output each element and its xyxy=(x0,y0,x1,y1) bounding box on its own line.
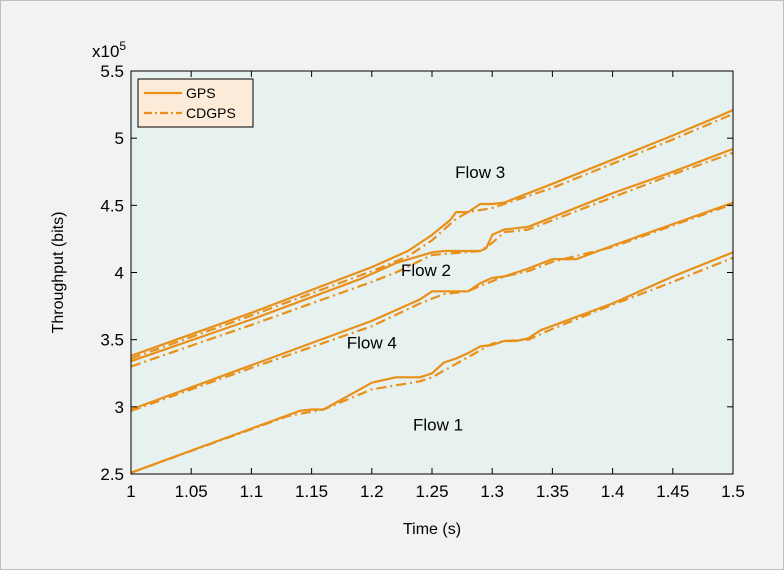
y-multiplier-exponent: 5 xyxy=(119,39,126,53)
x-axis-title: Time (s) xyxy=(403,521,461,538)
legend-label-cdgps: CDGPS xyxy=(186,105,236,121)
x-tick-label: 1 xyxy=(126,482,135,501)
legend-label-gps: GPS xyxy=(186,85,216,101)
series-line-flow-1-gps xyxy=(130,251,734,474)
series-line-flow-2-gps xyxy=(130,147,734,363)
x-tick-label: 1.2 xyxy=(360,482,384,501)
series-lines xyxy=(130,108,734,474)
x-tick-label: 1.3 xyxy=(480,482,504,501)
series-line-flow-2-cdgps xyxy=(130,151,734,368)
y-tick-label: 2.5 xyxy=(100,465,124,484)
x-tick-label: 1.05 xyxy=(175,482,208,501)
y-multiplier-label: x105 xyxy=(92,39,126,61)
y-tick-label: 3 xyxy=(115,398,124,417)
x-axis-ticks: 1 1.05 1.1 1.15 1.2 1.25 1.3 1.35 1.4 1.45 1.5 xyxy=(126,71,745,501)
legend-box xyxy=(137,78,254,128)
flow-label: Flow 3 xyxy=(455,163,505,182)
flow-label: Flow 2 xyxy=(401,261,451,280)
y-tick-label: 4.5 xyxy=(100,196,124,215)
y-axis-title: Throughput (bits) xyxy=(50,212,67,334)
y-multiplier-base: x10 xyxy=(92,42,119,61)
y-tick-label: 5 xyxy=(115,129,124,148)
legend: GPS CDGPS xyxy=(137,78,254,128)
x-tick-label: 1.25 xyxy=(415,482,448,501)
plot-area xyxy=(131,71,733,474)
series-line-flow-4-cdgps xyxy=(130,202,734,412)
flow-label: Flow 4 xyxy=(347,333,397,352)
x-tick-label: 1.15 xyxy=(295,482,328,501)
series-line-flow-1-cdgps xyxy=(130,256,734,474)
series-line-flow-4-gps xyxy=(130,201,734,411)
y-tick-label: 5.5 xyxy=(100,62,124,81)
series-line-flow-3-cdgps xyxy=(130,112,734,360)
x-tick-label: 1.4 xyxy=(601,482,625,501)
series-line-flow-3-gps xyxy=(130,108,734,357)
x-tick-label: 1.35 xyxy=(536,482,569,501)
flow-label: Flow 1 xyxy=(413,415,463,434)
flow-annotations: Flow 3 Flow 2 Flow 4 Flow 1 xyxy=(347,163,505,435)
x-tick-label: 1.45 xyxy=(656,482,689,501)
x-tick-label: 1.1 xyxy=(240,482,264,501)
x-tick-label: 1.5 xyxy=(721,482,745,501)
y-tick-label: 4 xyxy=(115,264,124,283)
y-axis-ticks: 2.5 3 3.5 4 4.5 5 5.5 xyxy=(100,62,733,484)
y-tick-label: 3.5 xyxy=(100,331,124,350)
